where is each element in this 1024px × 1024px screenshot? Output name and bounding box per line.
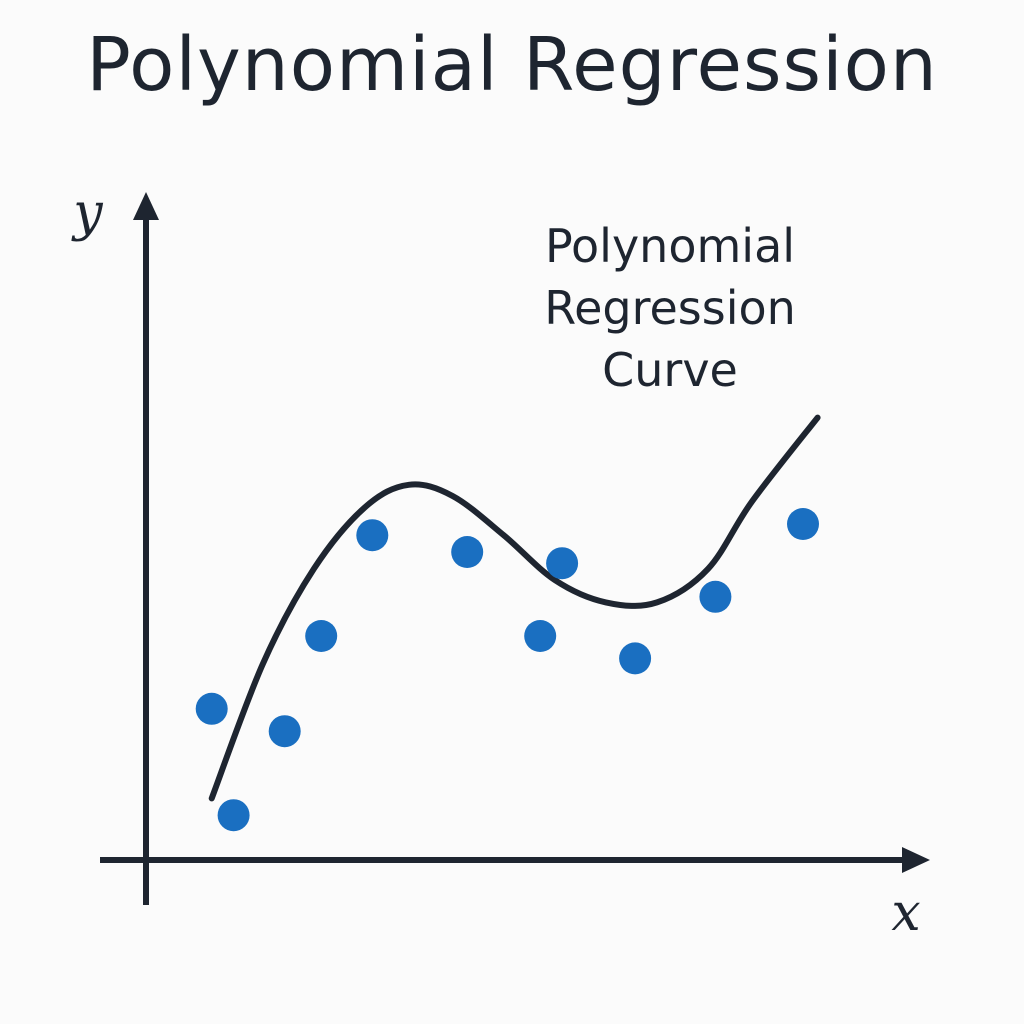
- data-point: [619, 642, 652, 675]
- data-point: [356, 519, 389, 552]
- regression-curve: [208, 414, 821, 802]
- annotation-line-3: Curve: [602, 343, 738, 397]
- data-point: [524, 620, 557, 652]
- data-point: [217, 799, 250, 832]
- data-points: [195, 508, 819, 832]
- annotation-line-2: Regression: [544, 281, 796, 335]
- data-point: [305, 620, 338, 652]
- data-point: [451, 536, 484, 568]
- y-axis-label: y: [71, 183, 103, 243]
- x-axis-arrow: [902, 847, 930, 873]
- data-point: [546, 547, 579, 580]
- y-axis: y: [71, 183, 159, 905]
- annotation-line-1: Polynomial: [545, 219, 795, 273]
- data-point: [195, 692, 228, 725]
- y-axis-arrow: [133, 192, 159, 220]
- chart-title: Polynomial Regression: [86, 22, 938, 108]
- x-axis-label: x: [891, 883, 920, 943]
- x-axis: x: [100, 847, 930, 943]
- data-point: [268, 715, 301, 748]
- data-point: [787, 508, 819, 540]
- data-point: [699, 580, 732, 613]
